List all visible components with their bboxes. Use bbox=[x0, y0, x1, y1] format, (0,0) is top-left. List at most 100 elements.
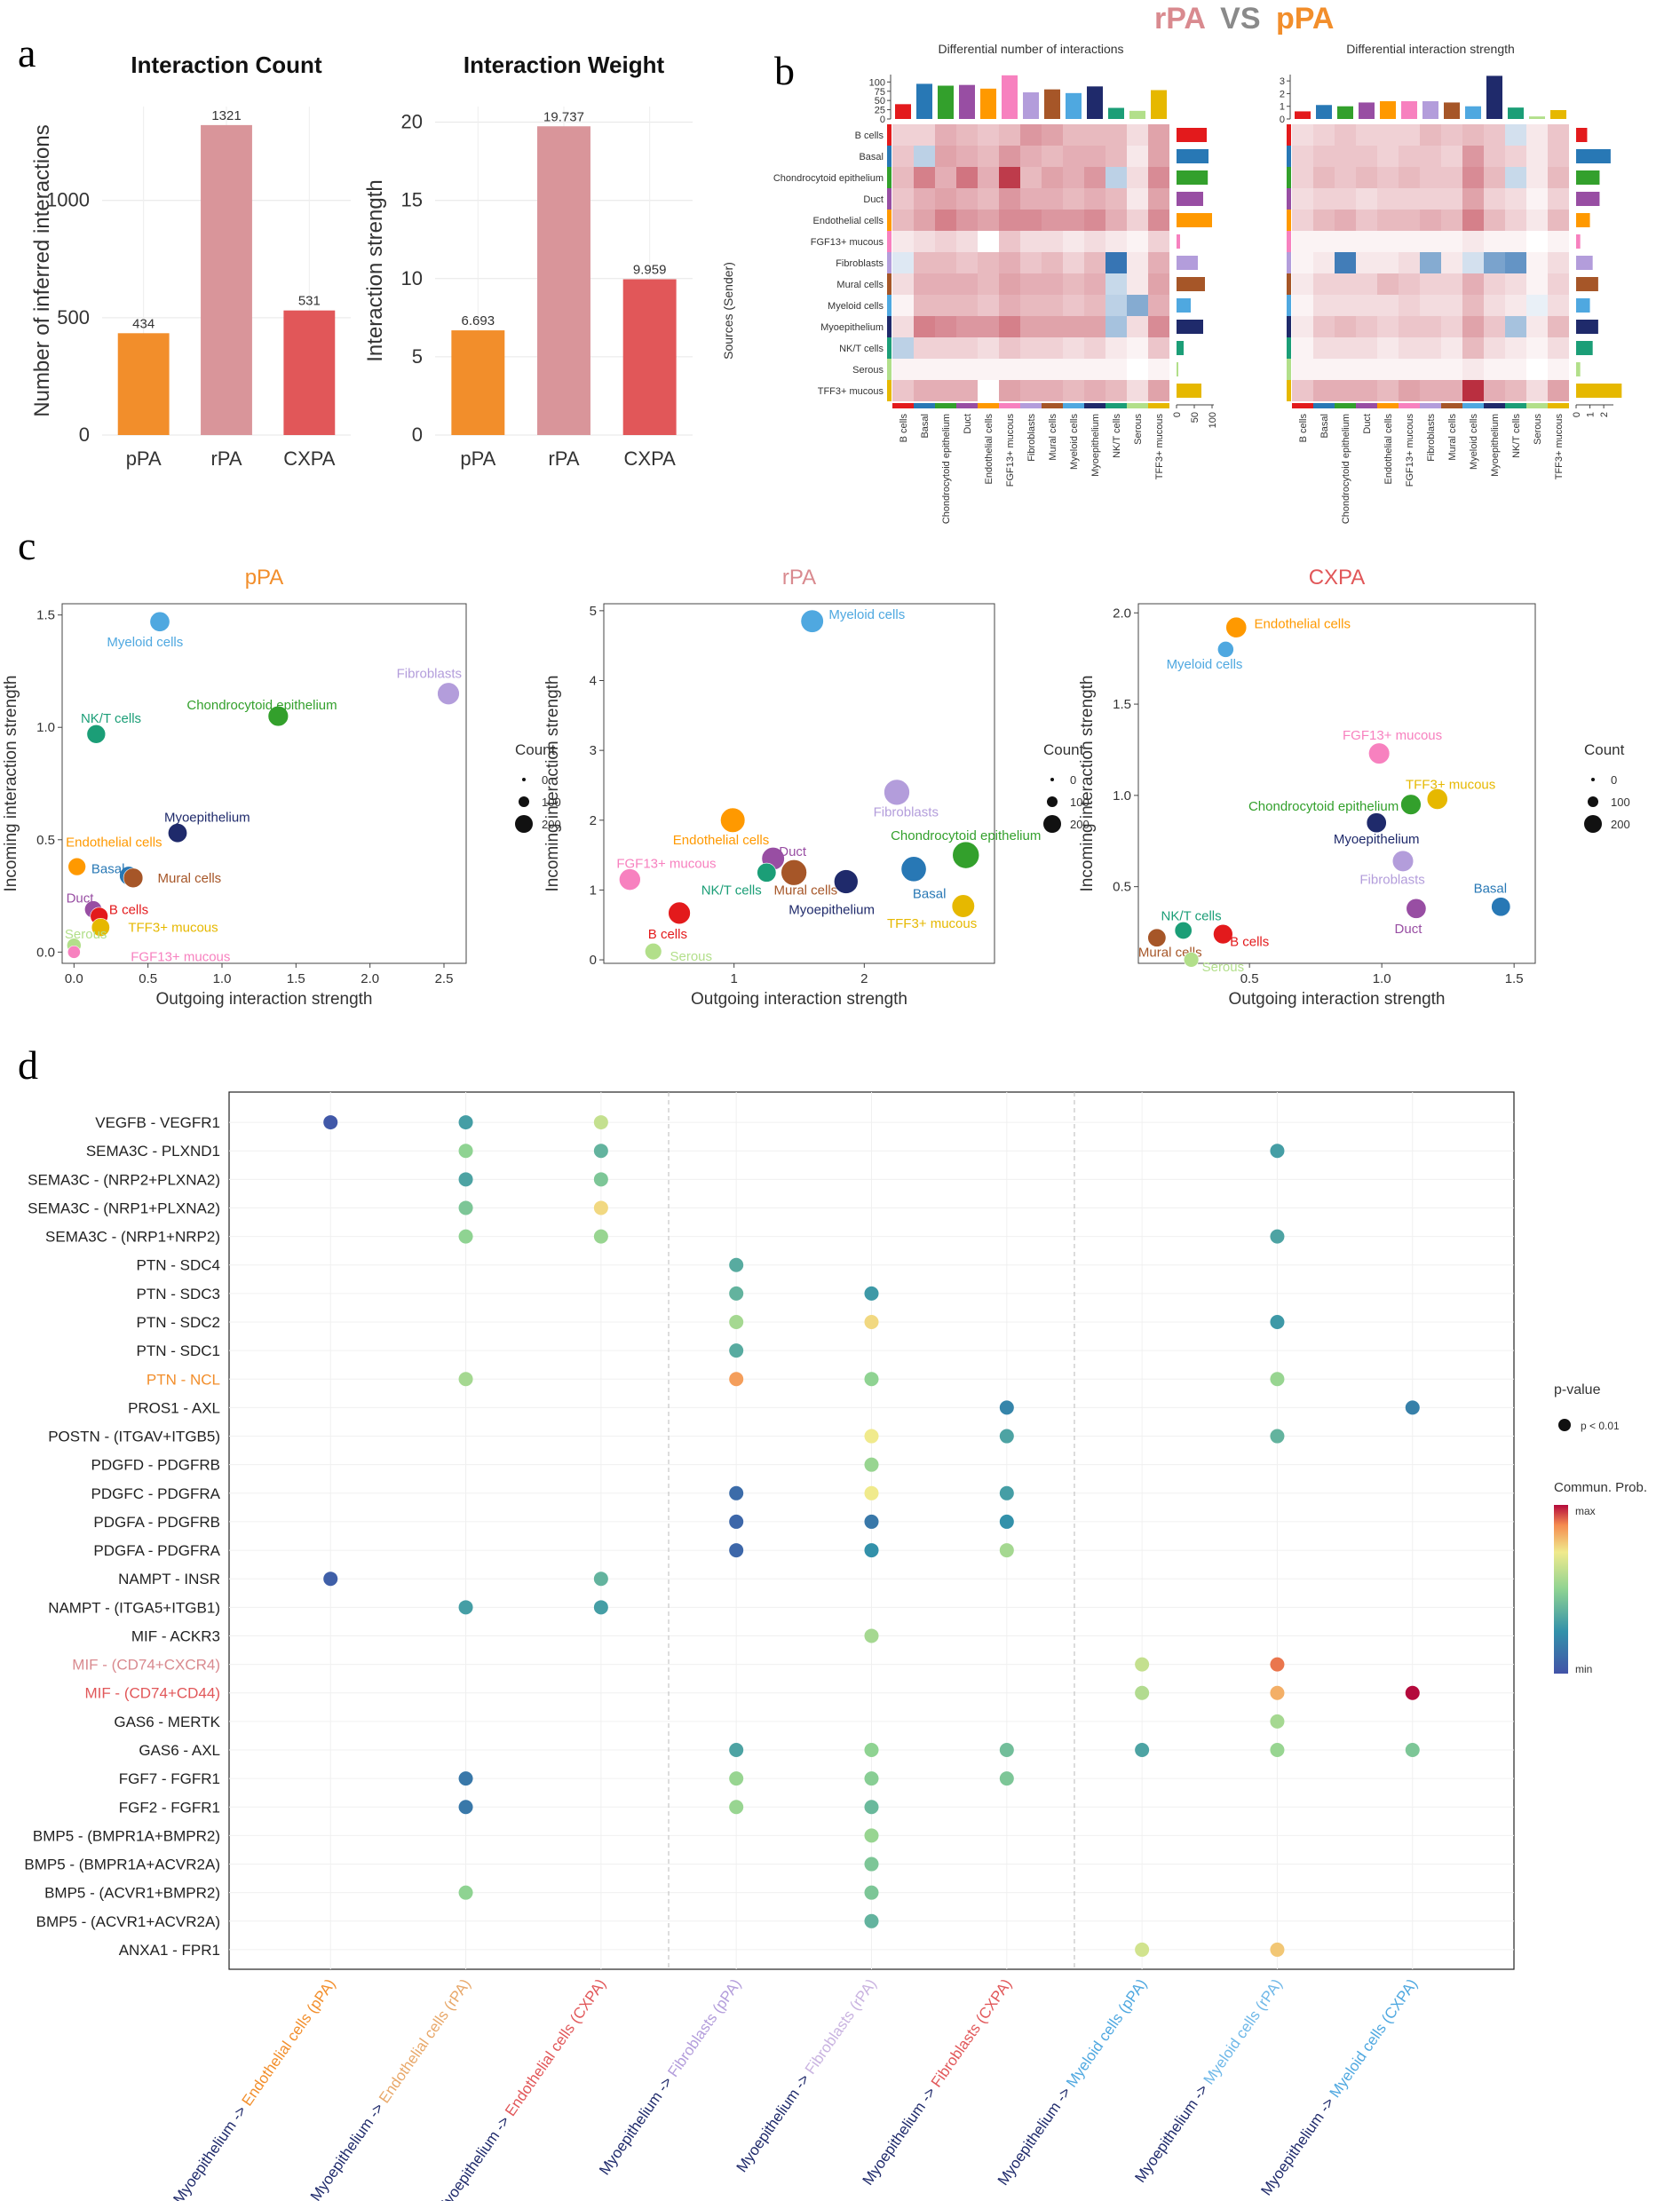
dot-PDGFA - PDGFRB-Fibroblasts (rPA) bbox=[864, 1514, 879, 1529]
heatmap-cell bbox=[1292, 124, 1313, 146]
side-bar-Serous bbox=[1177, 362, 1178, 376]
side-bar-Basal bbox=[1576, 149, 1611, 163]
heatmap-cell bbox=[1399, 273, 1420, 295]
heatmap-cell bbox=[1526, 337, 1548, 359]
point-label: Serous bbox=[65, 927, 107, 942]
heatmap-cell bbox=[1084, 124, 1105, 146]
heatmap-cell bbox=[1105, 359, 1127, 380]
heatmap-cell bbox=[1127, 359, 1148, 380]
dot-SEMA3C - (NRP1+PLXNA2)-Endothelial cells (rPA) bbox=[458, 1200, 473, 1215]
dot-NAMPT - (ITGA5+ITGB1)-Endothelial cells (CXPA) bbox=[593, 1600, 608, 1615]
row-color-strip bbox=[887, 252, 892, 273]
heatmap-cell bbox=[1441, 167, 1462, 188]
row-color-strip bbox=[887, 359, 892, 380]
point-label: TFF3+ mucous bbox=[1406, 778, 1495, 793]
heatmap-cell bbox=[892, 273, 914, 295]
panel-letter-c: c bbox=[18, 523, 36, 568]
col-label: B cells bbox=[899, 414, 909, 443]
row-color-strip bbox=[887, 273, 892, 295]
column-label: Myoepithelium -> Myeloid cells (rPA) bbox=[1131, 1975, 1285, 2185]
heatmap-cell bbox=[1462, 359, 1484, 380]
scatter-title: CXPA bbox=[1309, 566, 1366, 590]
top-bar-Fibroblasts bbox=[1422, 101, 1438, 119]
top-bar-tick-label: 25 bbox=[875, 106, 885, 116]
heatmap-cell bbox=[1335, 273, 1356, 295]
top-bar-Myoepithelium bbox=[1087, 86, 1103, 119]
dot-SEMA3C - (NRP2+PLXNA2)-Endothelial cells (rPA) bbox=[458, 1172, 473, 1187]
point-Myoepithelium bbox=[168, 823, 187, 843]
col-label: NK/T cells bbox=[1511, 414, 1522, 458]
heatmap-cell bbox=[1484, 252, 1505, 273]
dot-NAMPT - (ITGA5+ITGB1)-Endothelial cells (rPA) bbox=[458, 1600, 473, 1615]
pair-label: SEMA3C - (NRP2+PLXNA2) bbox=[28, 1171, 220, 1188]
pvalue-legend-dot bbox=[1558, 1419, 1571, 1431]
heatmap-cell bbox=[1148, 146, 1169, 167]
heatmap-cell bbox=[1462, 188, 1484, 210]
heatmap-cell bbox=[978, 124, 999, 146]
panel-letter-a: a bbox=[18, 30, 36, 75]
header-rpa: rPA bbox=[1154, 2, 1205, 36]
heatmap-cell bbox=[1420, 146, 1441, 167]
col-color-strip bbox=[1441, 403, 1462, 408]
heatmap-cell bbox=[914, 380, 935, 401]
heatmap-cell bbox=[1377, 295, 1399, 316]
heatmap-cell bbox=[1335, 231, 1356, 252]
point-label: Myoepithelium bbox=[164, 810, 250, 825]
point-label: Myoepithelium bbox=[788, 902, 875, 917]
point-Myeloid cells bbox=[1216, 641, 1234, 658]
heatmap-cell bbox=[935, 188, 956, 210]
heatmap-cell bbox=[1484, 359, 1505, 380]
col-color-strip bbox=[1377, 403, 1399, 408]
heatmap-cell bbox=[914, 337, 935, 359]
point-NK/T cells bbox=[1174, 922, 1193, 939]
heatmap-cell bbox=[914, 210, 935, 231]
heatmap-cell bbox=[999, 252, 1020, 273]
dot-NAMPT - INSR-Endothelial cells (CXPA) bbox=[593, 1572, 608, 1587]
top-bar-Serous bbox=[1529, 116, 1545, 119]
x-tick-label: 2.5 bbox=[435, 971, 454, 986]
heatmap-cell bbox=[892, 231, 914, 252]
heatmap-cell bbox=[1105, 316, 1127, 337]
col-label: Endothelial cells bbox=[1383, 414, 1394, 485]
heatmap-cell bbox=[1127, 188, 1148, 210]
col-label: Myoepithelium bbox=[1490, 414, 1501, 477]
point-label: Basal bbox=[913, 886, 947, 901]
heatmap-cell bbox=[1148, 316, 1169, 337]
panel-d-dot-matrix: VEGFB - VEGFR1 SEMA3C - PLXND1 SEMA3C - (N… bbox=[24, 1091, 1647, 2201]
pair-label: FGF7 - FGFR1 bbox=[119, 1770, 220, 1787]
point-TFF3+ mucous bbox=[91, 918, 110, 937]
row-label: Mural cells bbox=[836, 280, 884, 290]
heatmap-cell bbox=[999, 124, 1020, 146]
prob-legend-min: min bbox=[1575, 1663, 1592, 1675]
row-color-strip bbox=[887, 210, 892, 231]
heatmap-cell bbox=[1420, 210, 1441, 231]
x-tick-label: CXPA bbox=[283, 447, 336, 470]
heatmap-cell bbox=[1292, 337, 1313, 359]
y-tick-label: 5 bbox=[412, 345, 423, 368]
top-bar-tick-label: 0 bbox=[880, 115, 885, 125]
heatmap-cell bbox=[1020, 273, 1042, 295]
dot-SEMA3C - PLXND1-Endothelial cells (rPA) bbox=[458, 1144, 473, 1159]
col-color-strip bbox=[1313, 403, 1335, 408]
column-label-source: Myoepithelium -> bbox=[307, 2096, 390, 2201]
row-label: Duct bbox=[863, 194, 884, 205]
heatmap-cell bbox=[1063, 273, 1084, 295]
heatmap-cell bbox=[1105, 295, 1127, 316]
heatmap-cell bbox=[1063, 380, 1084, 401]
column-label: Myoepithelium -> Fibroblasts (rPA) bbox=[733, 1975, 880, 2175]
size-legend-label: 200 bbox=[542, 818, 561, 831]
heatmap-cell bbox=[1042, 167, 1063, 188]
heatmap-cell bbox=[892, 167, 914, 188]
dot-BMP5 - (BMPR1A+BMPR2)-Fibroblasts (rPA) bbox=[864, 1828, 879, 1843]
row-color-strip bbox=[887, 316, 892, 337]
dot-VEGFB - VEGFR1-Endothelial cells (CXPA) bbox=[593, 1115, 608, 1130]
heatmap-cell bbox=[892, 316, 914, 337]
dot-SEMA3C - (NRP1+NRP2)-Endothelial cells (CXPA) bbox=[593, 1229, 608, 1244]
heatmap-cell bbox=[956, 295, 978, 316]
col-label: FGF13+ mucous bbox=[1405, 414, 1415, 487]
dot-MIF - (CD74+CD44)-Myeloid cells (CXPA) bbox=[1405, 1685, 1420, 1700]
heatmap-cell bbox=[1105, 210, 1127, 231]
top-bar-Duct bbox=[959, 84, 975, 119]
col-label: Myeloid cells bbox=[1469, 414, 1479, 470]
heatmap-cell bbox=[1313, 167, 1335, 188]
